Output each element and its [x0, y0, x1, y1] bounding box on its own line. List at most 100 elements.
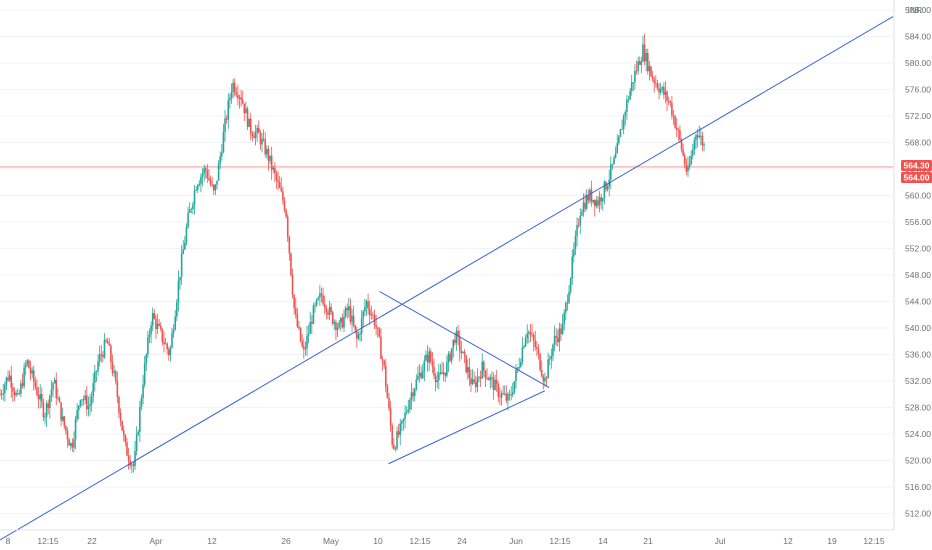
candle-body — [177, 280, 180, 303]
candle-body — [322, 295, 324, 305]
candle-body — [524, 338, 527, 347]
candle-body — [581, 212, 583, 216]
candle-body — [515, 370, 517, 382]
candle-body — [434, 375, 437, 383]
candle-body — [664, 91, 667, 95]
candle-body — [573, 249, 575, 257]
candle-body — [143, 363, 146, 385]
trendline-triangle-upper[interactable] — [379, 291, 550, 388]
candle-body — [57, 397, 59, 399]
x-tick-label: 12 — [783, 536, 793, 546]
trendlines[interactable] — [0, 16, 894, 541]
candle-body — [161, 328, 164, 342]
candle-body — [605, 181, 607, 190]
candle-body — [645, 52, 647, 62]
candle-body — [356, 330, 358, 339]
candle-body — [399, 423, 402, 435]
y-tick-label: 528.00 — [905, 402, 931, 412]
candle-body — [449, 353, 451, 361]
price-axis[interactable]: 512.00 516.00 520.00 524.00 528.00 532.00 536.… — [893, 0, 931, 530]
candle-body — [629, 90, 631, 100]
candle-body — [89, 404, 91, 407]
candle-body — [423, 360, 426, 372]
candle-body — [553, 335, 556, 345]
candle-body — [470, 378, 472, 385]
trendline-rising-support[interactable] — [0, 16, 894, 541]
candle-body — [528, 332, 530, 334]
candle-body — [476, 377, 479, 388]
candle-body — [266, 148, 268, 155]
candle-body — [491, 377, 493, 378]
candle-body — [563, 312, 565, 324]
candle-body — [158, 323, 160, 326]
candle-body — [412, 392, 414, 397]
candle-body — [23, 367, 25, 387]
candle-body — [171, 333, 173, 348]
candle-body — [402, 418, 405, 422]
candle-body — [465, 355, 467, 373]
candle-body — [312, 305, 315, 324]
candle-body — [29, 368, 32, 374]
candle-body — [696, 135, 699, 138]
candle-body — [269, 155, 271, 161]
trendline-triangle-lower[interactable] — [388, 390, 545, 465]
candle-body — [471, 379, 474, 385]
candle-body — [489, 377, 492, 381]
candle-body — [348, 306, 350, 311]
candle-body — [653, 79, 656, 83]
candle-body — [18, 393, 21, 395]
candle-body — [188, 209, 191, 214]
candle-body — [391, 425, 394, 445]
candle-body — [150, 325, 152, 335]
candle-body — [306, 335, 308, 349]
candle-body — [555, 335, 557, 338]
candle-body — [116, 380, 119, 398]
x-tick-label: Jun — [509, 536, 523, 546]
candle-body — [601, 198, 604, 202]
candle-body — [172, 329, 175, 334]
candle-body — [339, 317, 342, 323]
candle-body — [349, 306, 352, 322]
candle-body — [407, 409, 410, 412]
y-tick-label: 556.00 — [905, 217, 931, 227]
candle-body — [624, 112, 627, 116]
candle-body — [634, 70, 636, 83]
candle-body — [282, 191, 284, 201]
candle-body — [79, 400, 82, 406]
candle-body — [679, 130, 681, 140]
candle-body — [372, 314, 374, 316]
candle-body — [635, 70, 638, 72]
candle-body — [621, 129, 623, 130]
candle-body — [376, 327, 379, 329]
candle-body — [545, 377, 548, 379]
time-axis[interactable]: 8 12:15 22 Apr 12 26 May 10 12:15 24 Jun 12:15 14 21 J… — [0, 529, 894, 546]
candle-body — [195, 189, 197, 191]
candle-body — [606, 186, 609, 190]
candle-body — [280, 187, 283, 192]
candle-body — [537, 348, 540, 354]
candle-body — [140, 397, 143, 407]
candle-body — [666, 91, 668, 101]
candle-body — [534, 340, 537, 348]
candle-body — [336, 327, 339, 331]
x-tick-label: 26 — [281, 536, 291, 546]
candle-body — [214, 184, 217, 191]
candle-body — [331, 311, 334, 324]
candle-body — [547, 359, 549, 379]
candle-body — [481, 361, 484, 379]
candle-body — [39, 393, 41, 400]
candle-body — [137, 431, 140, 435]
candle-body — [671, 103, 673, 116]
candle-body — [648, 66, 651, 72]
y-tick-label: 552.00 — [905, 243, 931, 253]
candle-body — [245, 108, 247, 114]
price-tag-label: 564.00 — [904, 172, 930, 182]
candle-body — [92, 382, 95, 397]
candle-body — [508, 394, 511, 395]
x-tick-label: 12 — [207, 536, 217, 546]
candle-body — [208, 178, 210, 181]
candle-body — [110, 345, 112, 363]
candle-body — [274, 167, 276, 174]
candle-body — [495, 379, 498, 384]
